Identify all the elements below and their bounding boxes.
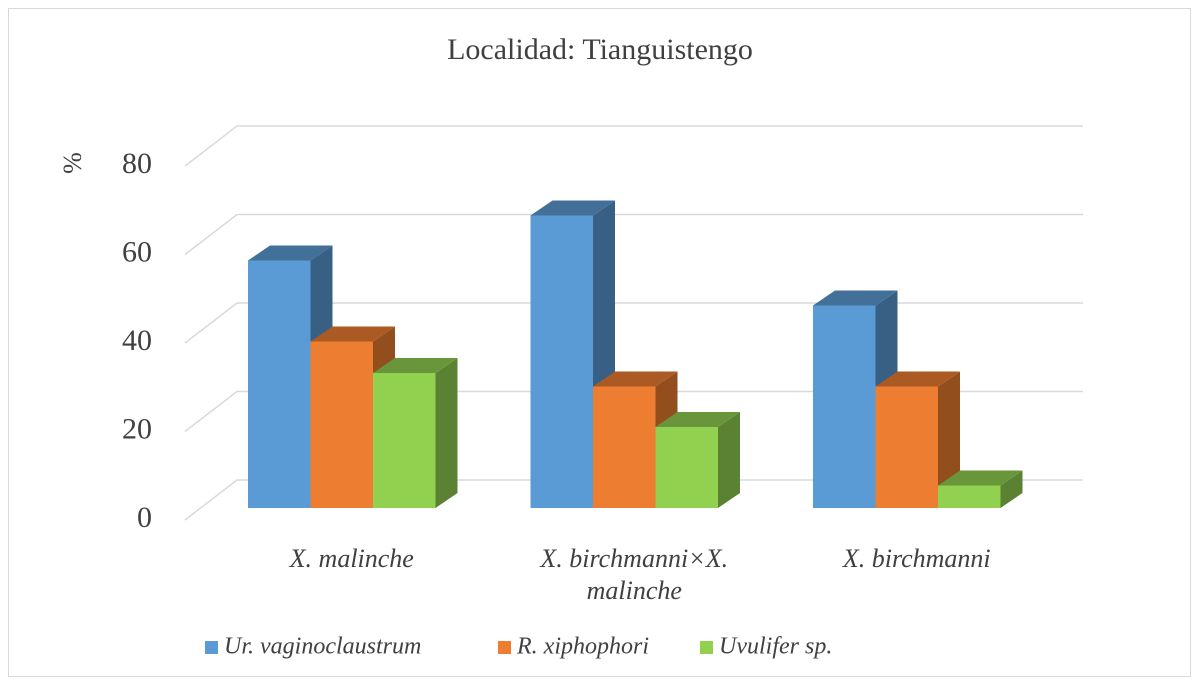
y-tick-label: 40 bbox=[122, 324, 152, 357]
x-tick-label: X. birchmanni×X. malinche bbox=[540, 544, 729, 605]
y-tick-label: 60 bbox=[122, 235, 152, 268]
bar-top bbox=[593, 371, 678, 387]
grid-line bbox=[184, 125, 1083, 167]
bar-front bbox=[530, 215, 593, 508]
y-tick-label: 80 bbox=[122, 147, 152, 180]
bar-top bbox=[655, 412, 740, 427]
bar-side bbox=[1000, 470, 1023, 508]
bar-front bbox=[655, 427, 718, 508]
legend-label: Uvulifer sp. bbox=[719, 634, 832, 660]
bar-top bbox=[373, 358, 458, 373]
bar-top bbox=[875, 371, 960, 387]
bar-front bbox=[248, 260, 311, 508]
bar-top bbox=[310, 326, 395, 342]
bar-front bbox=[875, 386, 938, 508]
legend-swatch bbox=[498, 641, 511, 654]
grid-line bbox=[184, 390, 1083, 433]
y-tick-label: 0 bbox=[137, 501, 152, 534]
bar-side bbox=[938, 371, 960, 508]
legend-swatch bbox=[700, 641, 713, 654]
bar-front bbox=[813, 305, 876, 508]
grid-line bbox=[184, 213, 1083, 256]
x-tick-label: X. birchmanni bbox=[842, 544, 991, 573]
bar-side bbox=[435, 358, 458, 508]
bar bbox=[655, 412, 740, 508]
legend-swatch bbox=[205, 641, 218, 654]
legend-label: Ur. vaginoclaustrum bbox=[224, 634, 421, 660]
bar-top bbox=[248, 245, 333, 261]
bar bbox=[875, 371, 960, 508]
x-tick-label: X. malinche bbox=[289, 544, 414, 573]
chart-title: Localidad: Tianguistengo bbox=[447, 33, 753, 66]
bar-front bbox=[373, 373, 436, 508]
bar-front bbox=[310, 341, 373, 508]
bar-front bbox=[938, 485, 1001, 508]
bar-side bbox=[718, 412, 740, 508]
y-axis-label: % bbox=[58, 152, 87, 174]
bar-top bbox=[938, 470, 1023, 486]
bar bbox=[938, 470, 1023, 508]
bar-front bbox=[593, 386, 656, 508]
bar-top bbox=[530, 200, 615, 216]
bar-top bbox=[813, 290, 898, 306]
y-tick-label: 20 bbox=[122, 412, 152, 445]
grid-line bbox=[184, 302, 1083, 344]
bar bbox=[373, 358, 458, 508]
legend-label: R. xiphophori bbox=[516, 634, 649, 660]
bar bbox=[593, 371, 678, 508]
grid-line bbox=[184, 479, 1083, 521]
